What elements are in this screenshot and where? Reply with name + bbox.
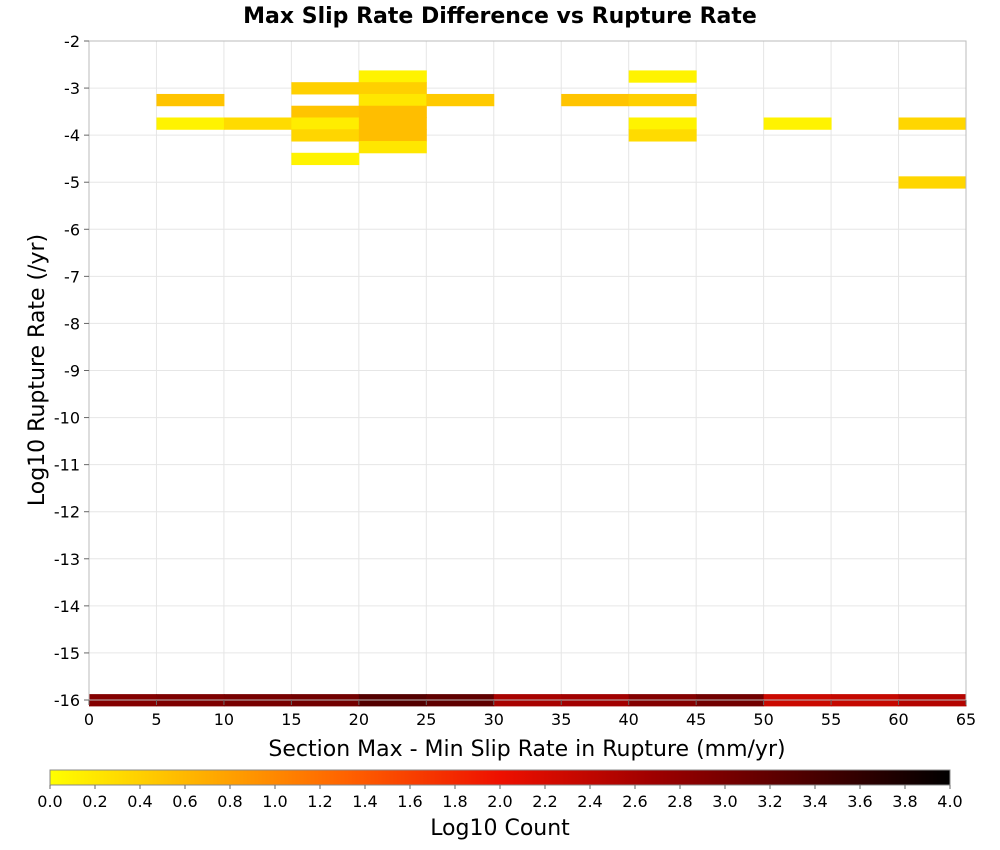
heatmap-cell [358,82,427,95]
heatmap-cell [898,176,967,189]
y-tick-label: -4 [64,126,80,145]
colorbar-label: Log10 Count [430,816,570,841]
heatmap-cell [426,93,495,107]
colorbar-tick-label: 3.4 [802,792,827,811]
heatmap-cell [358,117,427,130]
colorbar-tick-label: 1.4 [352,792,377,811]
colorbar-tick-label: 0.8 [217,792,242,811]
x-tick-label: 10 [214,710,234,729]
y-tick-label: -12 [54,503,80,522]
heatmap-cell [898,117,967,130]
colorbar-tick-label: 1.0 [262,792,287,811]
heatmap-cell [358,129,427,142]
x-axis-label: Section Max - Min Slip Rate in Rupture (… [268,737,785,762]
x-tick-label: 20 [349,710,369,729]
y-axis-label: Log10 Rupture Rate (/yr) [25,234,50,506]
heatmap-cell [358,141,427,154]
y-tick-label: -5 [64,173,80,192]
colorbar-tick-label: 4.0 [937,792,962,811]
heatmap-cell [358,70,427,83]
heatmap-cell [763,117,832,130]
y-tick-label: -3 [64,79,80,98]
colorbar-tick-label: 1.2 [307,792,332,811]
colorbar-tick-label: 0.6 [172,792,197,811]
x-tick-label: 65 [956,710,976,729]
grid-lines [88,40,967,701]
x-tick-label: 25 [416,710,436,729]
x-tick-label: 45 [686,710,706,729]
heatmap-cell [628,117,697,130]
x-tick-label: 15 [281,710,301,729]
y-tick-label: -8 [64,314,80,333]
heatmap-cell [628,93,697,107]
colorbar-tick-label: 0.2 [82,792,107,811]
heatmap-cell [156,117,225,130]
x-axis-ticks: 0 5 10 15 20 25 30 35 40 45 50 55 60 65 [84,700,976,729]
colorbar-tick-label: 3.8 [892,792,917,811]
heatmap-cell [291,105,360,118]
y-tick-label: -7 [64,267,80,286]
colorbar [49,769,951,786]
colorbar-tick-label: 0.4 [127,792,152,811]
y-tick-label: -9 [64,362,80,381]
y-tick-label: -16 [54,691,80,710]
heatmap-cell [291,117,360,130]
x-tick-label: 55 [821,710,841,729]
chart-title: Max Slip Rate Difference vs Rupture Rate [243,4,757,29]
heatmap-cell [561,93,630,107]
heatmap-cell [156,93,225,107]
colorbar-tick-label: 2.0 [487,792,512,811]
heatmap-cell [223,117,292,130]
x-tick-label: 50 [753,710,773,729]
heatmap-cells [89,70,967,707]
colorbar-tick-label: 2.4 [577,792,602,811]
colorbar-tick-label: 1.6 [397,792,422,811]
y-axis-ticks: -2 -3 -4 -5 -6 -7 -8 -9 -10 -11 -12 -13 -14 -15 -16 [54,32,89,710]
x-tick-label: 5 [151,710,161,729]
heatmap-cell [628,70,697,83]
heatmap-cell [358,105,427,118]
y-tick-label: -10 [54,409,80,428]
colorbar-tick-label: 0.0 [37,792,62,811]
y-tick-label: -11 [54,456,80,475]
colorbar-tick-label: 3.2 [757,792,782,811]
heatmap-cell [291,129,360,142]
x-tick-label: 0 [84,710,94,729]
y-tick-label: -13 [54,550,80,569]
x-tick-label: 35 [551,710,571,729]
colorbar-tick-label: 3.0 [712,792,737,811]
heatmap-cell [358,93,427,107]
y-tick-label: -14 [54,597,80,616]
colorbar-tick-label: 2.6 [622,792,647,811]
y-tick-label: -6 [64,220,80,239]
y-tick-label: -2 [64,32,80,51]
heatmap-cell [291,152,360,166]
colorbar-ticks: 0.0 0.2 0.4 0.6 0.8 1.0 1.2 1.4 1.6 1.8 2.0 2.2 2.4 2… [37,785,963,811]
x-tick-label: 40 [619,710,639,729]
x-tick-label: 60 [888,710,908,729]
y-tick-label: -15 [54,644,80,663]
heatmap-cell [628,129,697,142]
colorbar-tick-label: 3.6 [847,792,872,811]
heatmap-cell [291,82,360,95]
colorbar-tick-label: 2.2 [532,792,557,811]
x-tick-label: 30 [484,710,504,729]
colorbar-tick-label: 1.8 [442,792,467,811]
colorbar-tick-label: 2.8 [667,792,692,811]
